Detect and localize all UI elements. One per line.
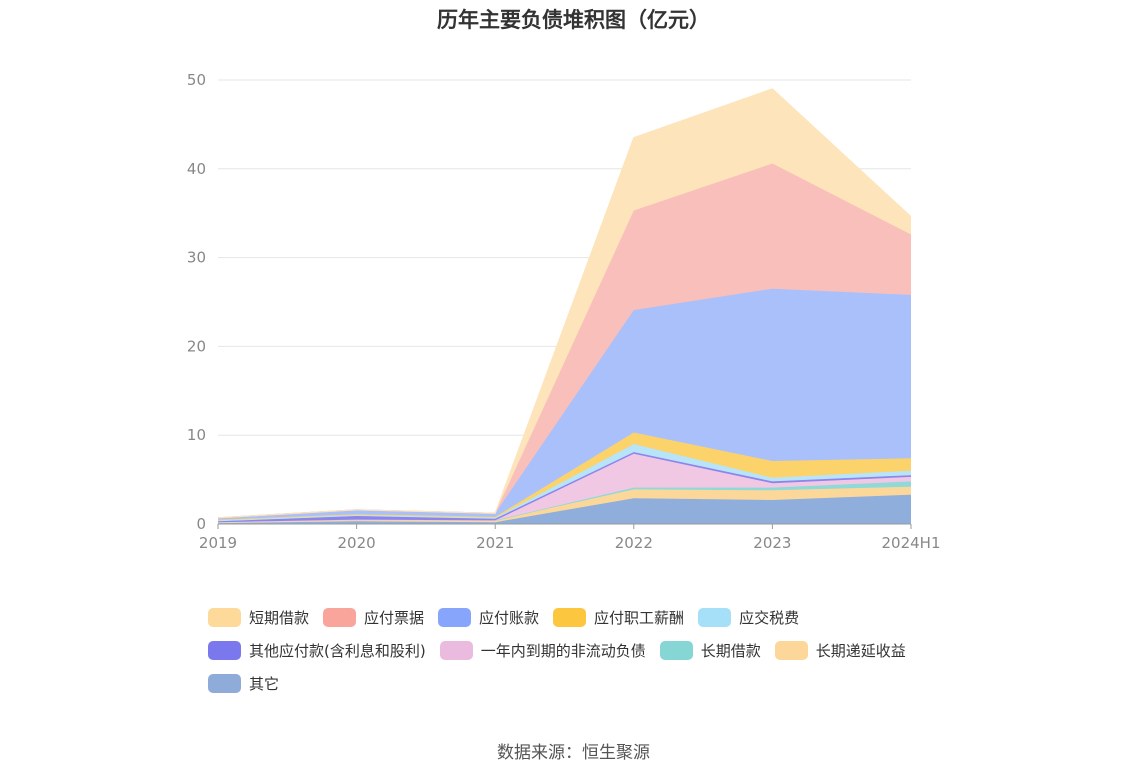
legend-swatch <box>439 640 473 660</box>
area-series-edge <box>217 88 912 519</box>
legend-swatch <box>553 607 587 627</box>
legend-item[interactable]: 其它 <box>208 672 279 694</box>
legend-item[interactable]: 短期借款 <box>208 606 309 628</box>
legend-label: 一年内到期的非流动负债 <box>480 641 646 660</box>
legend-item[interactable]: 长期递延收益 <box>774 639 906 661</box>
legend-label: 应交税费 <box>739 608 800 627</box>
chart-legend: 短期借款 应付票据 应付账款 应付职工薪酬 应交税费其他应付款(含利息和股利) 一年内到期… <box>208 606 968 705</box>
x-tick-label: 2021 <box>476 534 514 552</box>
legend-item[interactable]: 应付职工薪酬 <box>553 606 684 628</box>
legend-swatch <box>208 673 241 693</box>
chart-title: 历年主要负债堆积图（亿元） <box>437 8 710 32</box>
legend-item[interactable]: 其他应付款(含利息和股利) <box>208 639 426 661</box>
legend-label: 应付职工薪酬 <box>594 608 685 627</box>
legend-item[interactable]: 一年内到期的非流动负债 <box>439 639 646 661</box>
legend-swatch <box>323 607 357 627</box>
legend-item[interactable]: 应付票据 <box>323 606 424 628</box>
legend-label: 长期递延收益 <box>815 641 906 660</box>
legend-swatch <box>698 607 732 627</box>
x-tick-label: 2019 <box>199 534 237 552</box>
y-tick-label: 10 <box>187 426 206 444</box>
area-series <box>218 486 911 524</box>
area-series <box>218 453 911 523</box>
legend-swatch <box>208 607 241 627</box>
area-series <box>218 481 911 523</box>
x-tick-label: 2023 <box>753 534 791 552</box>
area-layer <box>217 88 912 524</box>
area-series <box>218 288 911 520</box>
x-tick-label: 2022 <box>615 534 653 552</box>
legend-label: 应付账款 <box>479 608 540 627</box>
legend-label: 应付票据 <box>364 608 425 627</box>
data-source-note: 数据来源：恒生聚源 <box>497 743 650 763</box>
legend-label: 其它 <box>249 674 280 693</box>
axis-layer: 0 10 20 30 40 50 2019 2020 2021 2022 2023 2024H1 <box>187 71 941 552</box>
legend-label: 短期借款 <box>249 608 310 627</box>
area-series-edge <box>217 443 912 521</box>
legend-label: 其他应付款(含利息和股利) <box>249 641 426 660</box>
legend-swatch <box>208 640 241 660</box>
y-tick-label: 0 <box>196 515 206 533</box>
y-tick-label: 30 <box>187 249 206 267</box>
y-tick-label: 20 <box>187 337 206 355</box>
legend-item[interactable]: 应付账款 <box>438 606 539 628</box>
x-tick-label: 2024H1 <box>882 534 941 552</box>
area-series <box>218 163 911 518</box>
y-tick-label: 50 <box>187 71 206 89</box>
legend-swatch <box>659 640 693 660</box>
area-series <box>218 494 911 524</box>
stacked-area-chart: 0 10 20 30 40 50 2019 2020 2021 2022 2023 2024H1 <box>187 71 941 552</box>
legend-swatch <box>438 607 472 627</box>
legend-item[interactable]: 应交税费 <box>698 606 799 628</box>
y-tick-label: 40 <box>187 160 206 178</box>
legend-label: 长期借款 <box>700 641 761 660</box>
x-tick-label: 2020 <box>338 534 376 552</box>
legend-item[interactable]: 长期借款 <box>659 639 761 661</box>
area-series <box>218 444 911 522</box>
legend-swatch <box>774 640 808 660</box>
